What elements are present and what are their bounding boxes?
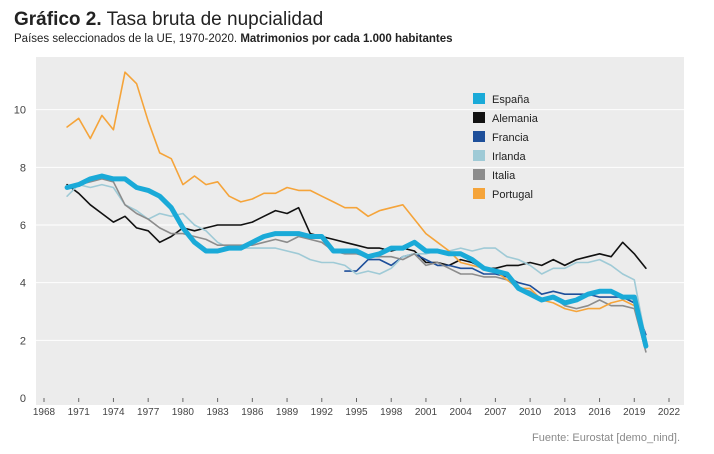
x-tick-label: 2019 <box>623 407 646 418</box>
legend-label-francia: Francia <box>492 132 530 144</box>
chart-title-prefix: Gráfico 2. <box>14 9 102 30</box>
legend-label-espana: España <box>492 94 530 106</box>
x-tick-label: 2007 <box>484 407 507 418</box>
x-tick-label: 2004 <box>450 407 473 418</box>
x-tick-label: 1974 <box>102 407 125 418</box>
legend-label-italia: Italia <box>492 170 516 182</box>
series-line-francia <box>344 253 647 336</box>
x-tick-label: 2022 <box>658 407 681 418</box>
x-tick-label: 2016 <box>588 407 611 418</box>
x-tick-label: 1986 <box>241 407 264 418</box>
legend-label-portugal: Portugal <box>492 189 533 201</box>
chart-subtitle: Países seleccionados de la UE, 1970-2020… <box>14 33 453 45</box>
x-tick-label: 1998 <box>380 407 403 418</box>
legend-swatch-alemania <box>473 112 485 123</box>
plot-background <box>36 57 684 405</box>
x-tick-label: 1995 <box>345 407 368 418</box>
y-tick-label: 8 <box>20 162 26 174</box>
x-tick-label: 1992 <box>311 407 334 418</box>
legend-swatch-italia <box>473 169 485 180</box>
x-tick-label: 1968 <box>33 407 56 418</box>
legend-label-irlanda: Irlanda <box>492 151 527 163</box>
legend-swatch-portugal <box>473 188 485 199</box>
x-tick-label: 1989 <box>276 407 299 418</box>
legend-swatch-espana <box>473 93 485 104</box>
chart-subtitle-text: Países seleccionados de la UE, 1970-2020… <box>14 33 238 45</box>
legend-label-alemania: Alemania <box>492 113 539 125</box>
series-line-espana <box>64 173 649 349</box>
x-tick-label: 1971 <box>68 407 91 418</box>
legend-swatch-francia <box>473 131 485 142</box>
series-line-alemania <box>66 183 647 270</box>
x-tick-label: 1983 <box>206 407 229 418</box>
chart-title: Gráfico 2. Tasa bruta de nupcialidad <box>14 9 323 31</box>
x-tick-label: 2013 <box>554 407 577 418</box>
y-tick-label: 4 <box>20 278 26 290</box>
y-tick-label: 6 <box>20 220 26 232</box>
legend: España Alemania Francia Irlanda Italia Portug… <box>473 93 539 201</box>
source-note: Fuente: Eurostat [demo_nind]. <box>532 432 680 444</box>
legend-swatch-irlanda <box>473 150 485 161</box>
x-tick-label: 2010 <box>519 407 542 418</box>
x-tick-label: 2001 <box>415 407 438 418</box>
x-tick-label: 1977 <box>137 407 160 418</box>
series-line-irlanda <box>66 183 647 342</box>
y-tick-label: 2 <box>20 335 26 347</box>
series-line-portugal <box>66 71 647 347</box>
y-tick-label: 10 <box>14 105 26 117</box>
x-tick-label: 1980 <box>172 407 195 418</box>
chart-title-text: Tasa bruta de nupcialidad <box>106 9 324 30</box>
y-tick-label: 0 <box>20 393 26 405</box>
chart-unit: Matrimonios por cada 1.000 habitantes <box>240 33 453 45</box>
